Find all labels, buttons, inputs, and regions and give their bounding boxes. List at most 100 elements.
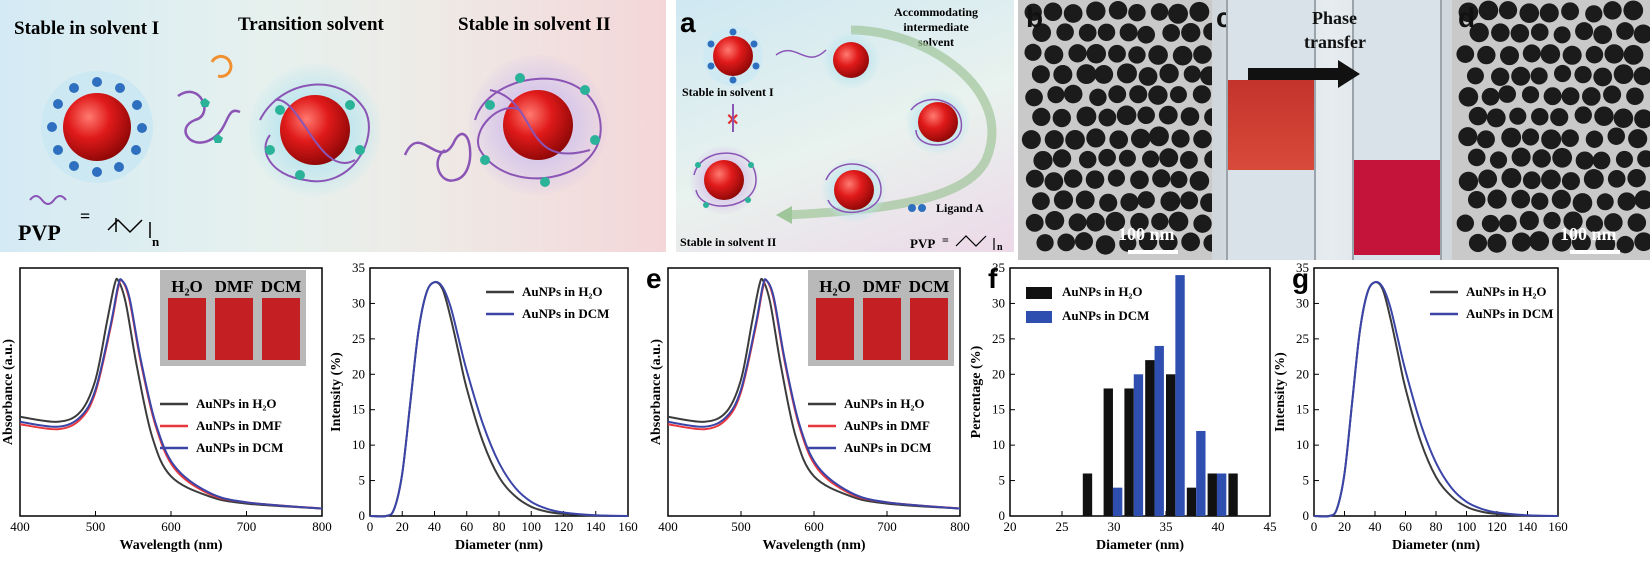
dls2-ytick-label: 15	[1296, 402, 1309, 417]
nanoparticle-dot	[1075, 232, 1093, 250]
nanoparticle-dot	[1193, 45, 1212, 64]
nanoparticle-dot	[1586, 46, 1604, 64]
nanoparticle-dot	[1086, 170, 1105, 189]
nanoparticle-dot	[1614, 108, 1634, 128]
nanoparticle-dot	[1032, 65, 1050, 83]
dls1-ytick-label: 35	[352, 260, 365, 275]
hist-xtick-label: 35	[1160, 519, 1173, 534]
dls1-xlabel: Diameter (nm)	[455, 538, 543, 553]
uv1-xtick-label: 500	[86, 519, 106, 534]
hist-ytick-label: 10	[992, 437, 1005, 452]
nanoparticle-dot	[1511, 67, 1530, 86]
nanoparticle-1	[41, 71, 153, 183]
phase-arrow	[1248, 68, 1340, 80]
nanoparticle-dot	[1522, 86, 1539, 103]
hist-bar	[1166, 374, 1175, 516]
hist-legend-label: AuNPs in H₂O	[1062, 284, 1142, 299]
nanoparticle-dot	[1119, 150, 1136, 167]
dls2-ytick-label: 5	[1303, 473, 1310, 488]
nanoparticle-dot	[1586, 131, 1603, 148]
scale-text-b: 100 nm	[1118, 224, 1175, 245]
tem-b	[1018, 0, 1212, 260]
hist-bar	[1134, 374, 1143, 516]
scheme-illustration: Stable in solvent I Transition solvent S…	[0, 0, 666, 252]
uv2-legend-label: AuNPs in DMF	[844, 418, 930, 433]
accommodating-line1: Accommodating	[894, 5, 978, 19]
nanoparticle-dot	[1137, 26, 1155, 44]
nanoparticle-dot	[1203, 23, 1212, 41]
dls1-legend-label: AuNPs in H₂O	[522, 284, 602, 299]
panel-c-photo: c Phase transfer	[1212, 0, 1452, 260]
nanoparticle-dot	[1069, 213, 1087, 231]
a-particle-3	[906, 90, 970, 154]
nanoparticle-dot	[1109, 130, 1128, 149]
a-pvp-label: PVP	[910, 236, 935, 251]
nanoparticle-dot	[1200, 193, 1212, 212]
hist-legend-label: AuNPs in DCM	[1062, 308, 1149, 323]
nanoparticle-dot	[1160, 191, 1180, 211]
dls2-panel-label: g	[1292, 263, 1309, 294]
nanoparticle-dot	[1563, 46, 1582, 65]
hist-bar	[1217, 473, 1226, 516]
nanoparticle-dot	[1086, 213, 1105, 232]
nanoparticle-dot	[1608, 127, 1625, 144]
nanoparticle-dot	[1181, 23, 1200, 42]
nanoparticle-dot	[1203, 234, 1212, 251]
hist-panel-label: f	[988, 263, 998, 294]
nanoparticle-dot	[1077, 64, 1097, 84]
nanoparticle-dot	[1478, 170, 1497, 189]
nanoparticle-dot	[1044, 172, 1063, 191]
pvp-glyph	[30, 196, 66, 204]
hist-bar	[1145, 360, 1154, 516]
nanoparticle-dot	[1487, 108, 1506, 127]
nanoparticle-dot	[1626, 87, 1644, 105]
hist-ytick-label: 15	[992, 402, 1005, 417]
nanoparticle-dot	[1582, 87, 1601, 106]
uv1-inset-label: H₂O	[171, 277, 203, 296]
uv1-legend-label: AuNPs in DMF	[196, 418, 282, 433]
nanoparticle-dot	[1574, 66, 1591, 83]
nanoparticle-dot	[1634, 109, 1650, 128]
nanoparticle-dot	[1044, 45, 1063, 64]
nanoparticle-dot	[1501, 128, 1521, 148]
nanoparticle-dot	[1064, 169, 1082, 187]
scale-bar-b	[1128, 250, 1178, 254]
dls2-xtick-label: 140	[1518, 519, 1538, 534]
nanoparticle-dot	[1137, 106, 1155, 124]
nanoparticle-dot	[1491, 68, 1509, 86]
hist-xtick-label: 40	[1212, 519, 1225, 534]
nanoparticle-dot	[1469, 234, 1487, 252]
nanoparticle-dot	[1036, 234, 1053, 251]
nanoparticle-dot	[1468, 149, 1486, 167]
dls2-ytick-label: 30	[1296, 295, 1309, 310]
nanoparticle-dot	[1634, 232, 1650, 251]
nanoparticle-dot	[1635, 190, 1650, 209]
dls1-legend-label: AuNPs in DCM	[522, 306, 609, 321]
nanoparticle-dot	[1047, 86, 1064, 103]
nanoparticle-dot	[1541, 170, 1561, 190]
uv1-inset-vial	[262, 298, 300, 360]
pvp-structure	[108, 218, 150, 238]
nanoparticle-dot	[1500, 46, 1519, 65]
dls1-xtick-label: 100	[522, 519, 542, 534]
nanoparticle-dot	[1171, 130, 1189, 148]
nanoparticle-dot	[1024, 44, 1041, 61]
uv2-xtick-label: 500	[731, 519, 751, 534]
polymer-chain-2	[405, 134, 470, 181]
nanoparticle-dot	[1109, 1, 1127, 19]
hist-bar	[1113, 488, 1122, 516]
nanoparticle-dot	[1575, 22, 1593, 40]
nanoparticle-dot	[1523, 171, 1541, 189]
nanoparticle-dot	[1022, 130, 1041, 149]
nanoparticle-dot	[1552, 190, 1571, 209]
hist-bar	[1187, 488, 1196, 516]
nanoparticle-dot	[1624, 45, 1644, 65]
nanoparticle-dot	[1487, 190, 1506, 209]
cuvette-right-red-phase	[1354, 160, 1440, 255]
hist-ytick-label: 0	[999, 508, 1006, 523]
nanoparticle-dot	[1541, 129, 1561, 149]
dls2-xtick-label: 40	[1369, 519, 1382, 534]
nanoparticle-dot	[1540, 3, 1559, 22]
nanoparticle-dot	[1065, 130, 1085, 150]
uv2-xtick-label: 400	[658, 519, 678, 534]
